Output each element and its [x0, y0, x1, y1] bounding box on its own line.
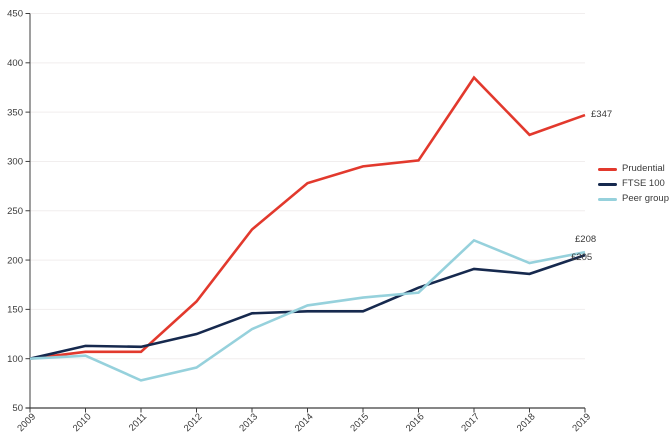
y-axis-tick-label: 50 [12, 403, 23, 414]
x-axis-tick-label: 2009 [15, 411, 38, 434]
legend-item-prudential: Prudential [598, 164, 669, 174]
x-axis-tick-label: 2019 [570, 411, 593, 434]
end-value-label-peer-group: £208 [575, 234, 597, 246]
end-value-label-prudential: £347 [591, 109, 613, 121]
legend: Prudential FTSE 100 Peer group [598, 164, 669, 204]
ftse-100-line [29, 253, 586, 360]
prudential-swatch-icon [598, 167, 617, 171]
prudential-line [29, 75, 586, 360]
y-axis-tick-label: 200 [7, 255, 23, 266]
x-axis-tick-label: 2017 [459, 411, 482, 434]
y-axis-tick-label: 450 [7, 9, 23, 20]
legend-item-ftse100: FTSE 100 [598, 179, 669, 189]
legend-label-prudential: Prudential [622, 163, 665, 174]
x-axis-tick-label: 2016 [404, 411, 427, 434]
legend-item-peer-group: Peer group [598, 194, 669, 204]
y-axis-tick-label: 350 [7, 107, 23, 118]
x-axis-tick-label: 2018 [515, 411, 538, 434]
y-axis-tick-label: 400 [7, 58, 23, 69]
x-axis-tick-label: 2015 [348, 411, 371, 434]
y-axis-tick-label: 300 [7, 157, 23, 168]
x-axis-tick-label: 2010 [71, 411, 94, 434]
x-axis-tick-label: 2011 [127, 411, 149, 433]
legend-label-ftse100: FTSE 100 [622, 178, 665, 189]
peer-group-line [29, 238, 586, 382]
y-axis-tick-label: 150 [7, 305, 23, 316]
ftse100-swatch-icon [598, 182, 617, 186]
x-axis-tick-label: 2012 [182, 411, 205, 434]
end-value-label-ftse100: £205 [571, 252, 593, 264]
y-axis-tick-label: 100 [7, 354, 23, 365]
peer-group-swatch-icon [598, 197, 617, 201]
x-axis-tick-label: 2014 [293, 411, 316, 434]
legend-label-peer-group: Peer group [622, 193, 670, 204]
y-axis-tick-label: 250 [7, 206, 23, 217]
x-axis-tick-label: 2013 [237, 411, 260, 434]
